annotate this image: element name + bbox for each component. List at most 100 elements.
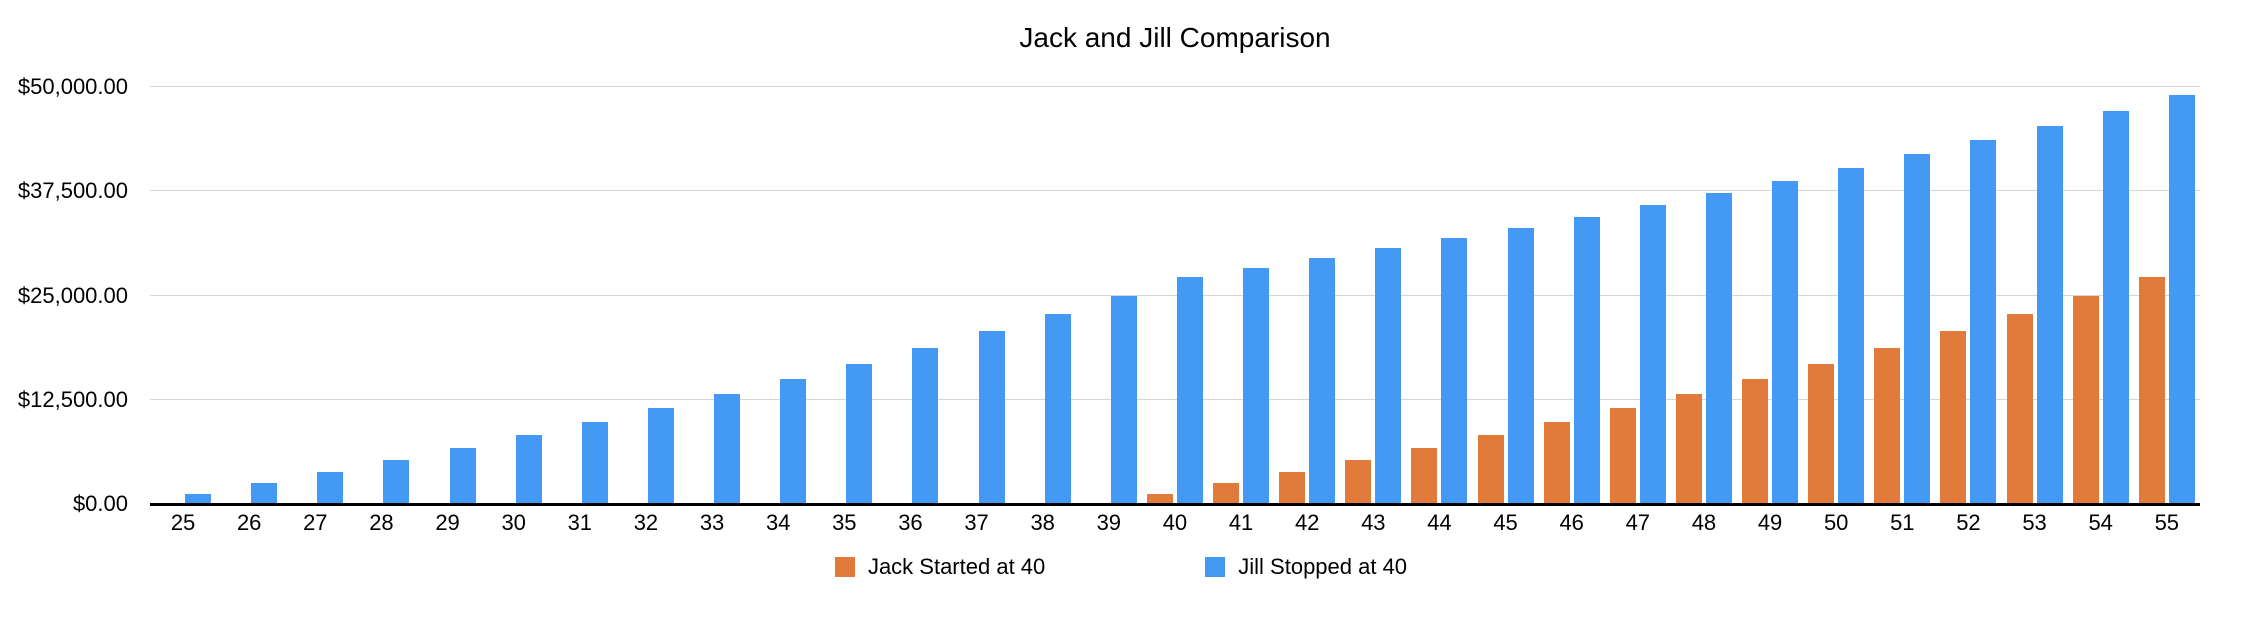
bar-jill-27: [317, 471, 344, 504]
bar-group-45: [1473, 87, 1539, 504]
bar-jill-34: [780, 379, 807, 504]
bar-jill-43: [1375, 248, 1402, 504]
bar-jack-44: [1411, 447, 1438, 504]
bar-jill-40: [1176, 276, 1203, 504]
x-tick-label-27: 27: [303, 510, 328, 535]
bar-group-38: [1010, 87, 1076, 504]
y-tick-label-25000: $25,000.00: [17, 282, 128, 308]
bar-group-36: [877, 87, 943, 504]
bar-jill-26: [251, 482, 278, 504]
y-axis-labels: $0.00 $12,500.00 $25,000.00 $37,500.00 $50,0…: [0, 74, 128, 516]
x-tick-label-41: 41: [1228, 510, 1254, 535]
x-tick-label-30: 30: [501, 510, 526, 535]
x-tick-label-49: 49: [1757, 510, 1783, 535]
bar-jack-43: [1345, 459, 1372, 504]
bar-jack-51: [1874, 347, 1901, 504]
bar-jack-48: [1675, 393, 1702, 504]
gridline-25000: [150, 294, 2200, 296]
legend-item-jill: Jill Stopped at 40: [1205, 554, 1407, 580]
legend-label: Jack Started at 40: [867, 554, 1046, 579]
x-tick-label-51: 51: [1890, 510, 1915, 535]
bar-jill-47: [1639, 205, 1666, 504]
x-tick-label-47: 47: [1625, 510, 1651, 535]
bar-jack-52: [1940, 330, 1967, 504]
bar-jill-29: [449, 447, 476, 504]
bar-jill-49: [1772, 180, 1799, 504]
bar-jill-37: [978, 330, 1005, 504]
bar-jill-31: [581, 421, 608, 504]
bar-jack-49: [1742, 379, 1769, 504]
bar-group-48: [1671, 87, 1737, 504]
bar-group-31: [547, 87, 613, 504]
bar-group-52: [1935, 87, 2001, 504]
bar-jill-38: [1044, 313, 1071, 504]
bar-jill-42: [1309, 258, 1336, 504]
x-tick-label-34: 34: [765, 510, 791, 535]
x-tick-label-35: 35: [832, 510, 857, 535]
y-tick-label-37500: $37,500.00: [17, 178, 128, 204]
x-tick-label-29: 29: [435, 510, 460, 535]
bar-group-50: [1803, 87, 1869, 504]
x-tick-label-36: 36: [898, 510, 923, 535]
x-tick-label-28: 28: [369, 510, 394, 535]
legend: Jack Started at 40 Jill Stopped at 40: [0, 554, 2242, 580]
x-tick-label-52: 52: [1956, 510, 1981, 535]
gridline-37500: [150, 190, 2200, 192]
bar-series-container: [150, 87, 2200, 504]
x-axis-line: [150, 503, 2200, 506]
bar-group-26: [216, 87, 282, 504]
bar-jill-32: [647, 408, 674, 504]
bar-jill-54: [2102, 110, 2129, 504]
x-tick-label-32: 32: [633, 510, 659, 535]
bar-group-51: [1869, 87, 1935, 504]
x-tick-label-45: 45: [1493, 510, 1518, 535]
bar-group-43: [1340, 87, 1406, 504]
x-tick-label-43: 43: [1361, 510, 1386, 535]
bar-group-53: [2002, 87, 2068, 504]
bar-jack-50: [1808, 363, 1835, 504]
bar-jill-39: [1110, 295, 1137, 504]
bar-jill-46: [1573, 216, 1600, 504]
bar-group-49: [1737, 87, 1803, 504]
bar-jill-41: [1243, 267, 1270, 504]
bar-jill-55: [2168, 94, 2195, 504]
bar-group-39: [1076, 87, 1142, 504]
x-tick-label-44: 44: [1427, 510, 1452, 535]
x-tick-label-39: 39: [1096, 510, 1122, 535]
bar-jack-47: [1609, 408, 1636, 504]
bar-jill-45: [1507, 227, 1534, 504]
bar-jill-25: [185, 493, 212, 504]
bar-group-42: [1274, 87, 1340, 504]
bar-group-44: [1406, 87, 1472, 504]
bar-jill-53: [2036, 125, 2063, 504]
bar-jack-46: [1543, 421, 1570, 504]
x-tick-label-40: 40: [1162, 510, 1188, 535]
bar-group-37: [944, 87, 1010, 504]
chart-title: Jack and Jill Comparison: [1019, 22, 1331, 53]
legend-swatch-icon: [834, 557, 855, 577]
x-tick-label-38: 38: [1030, 510, 1055, 535]
bar-jack-54: [2072, 295, 2099, 504]
x-tick-label-25: 25: [170, 510, 196, 535]
bar-group-29: [415, 87, 481, 504]
bar-jill-36: [912, 347, 939, 504]
bar-group-46: [1539, 87, 1605, 504]
gridline-50000: [150, 86, 2200, 87]
x-tick-label-55: 55: [2154, 510, 2180, 535]
bar-jack-45: [1477, 434, 1504, 504]
x-tick-label-37: 37: [964, 510, 989, 535]
bar-group-35: [811, 87, 877, 504]
x-tick-label-48: 48: [1691, 510, 1717, 535]
y-tick-label-12500: $12,500.00: [17, 386, 128, 412]
x-tick-label-33: 33: [699, 510, 725, 535]
bar-jack-40: [1146, 493, 1173, 504]
bar-group-55: [2134, 87, 2200, 504]
bar-group-28: [348, 87, 414, 504]
bar-jill-35: [846, 363, 873, 504]
y-tick-label-50000: $50,000.00: [17, 74, 128, 99]
x-tick-label-50: 50: [1823, 510, 1849, 535]
bar-jill-28: [383, 459, 410, 504]
bar-jill-51: [1904, 154, 1931, 504]
bar-group-41: [1208, 87, 1274, 504]
